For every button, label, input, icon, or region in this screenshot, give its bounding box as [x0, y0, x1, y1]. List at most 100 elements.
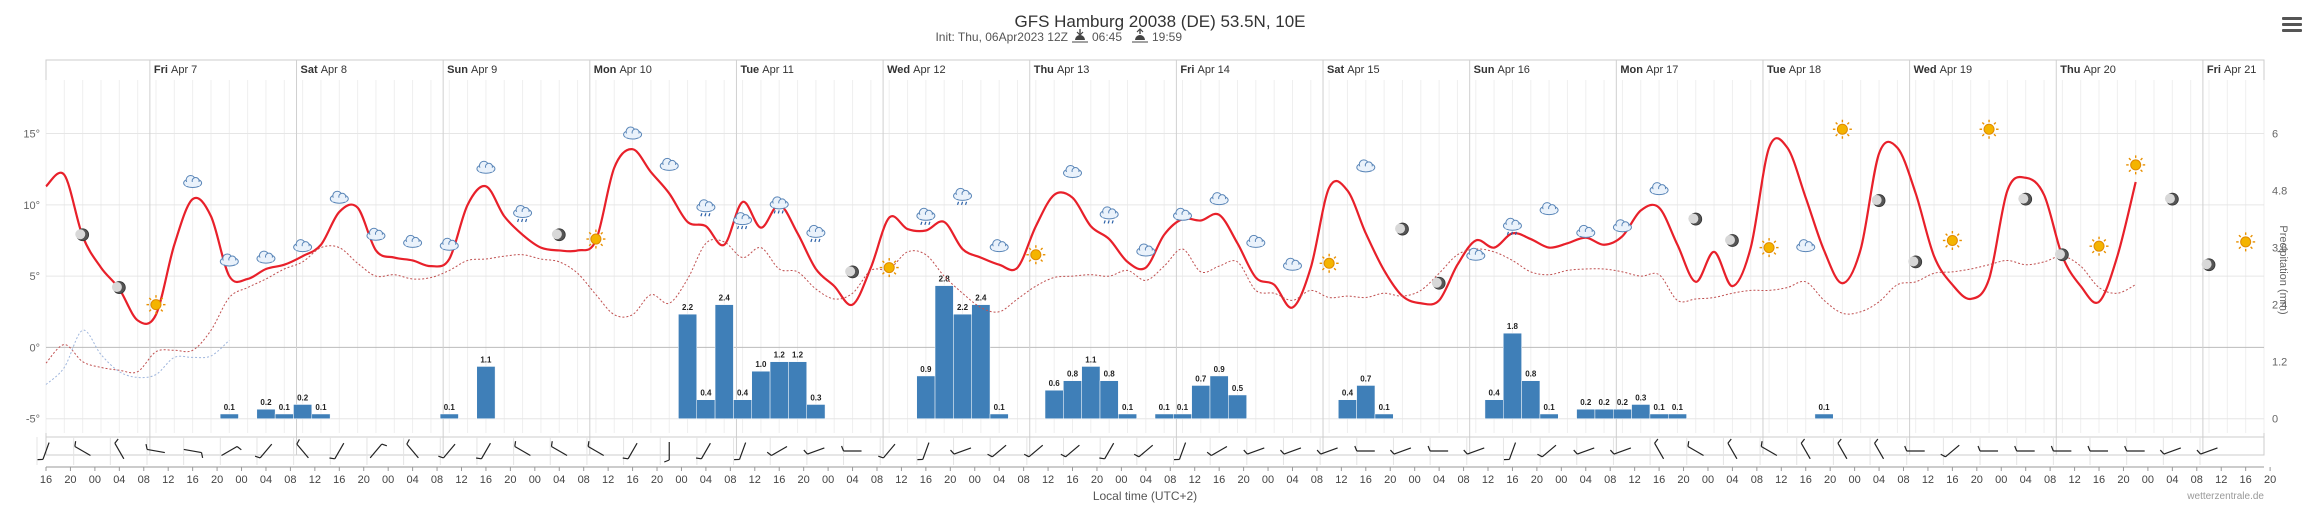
cloud-icon [1282, 257, 1302, 271]
wind-barb-icon [2159, 447, 2182, 455]
x-tick-label: 00 [1409, 474, 1421, 486]
x-tick-label: 20 [2117, 474, 2129, 486]
sunset-time: 19:59 [1152, 30, 1182, 44]
wind-barb-icon [1573, 447, 1595, 455]
wind-barb-icon [369, 443, 388, 459]
x-tick-label: 00 [529, 474, 541, 486]
y-left-tick: 15° [23, 129, 40, 141]
x-tick-label: 04 [1433, 474, 1445, 486]
precip-label: 0.1 [1379, 403, 1391, 412]
precip-bar [476, 366, 496, 419]
x-tick-label: 00 [822, 474, 834, 486]
x-tick-label: 04 [846, 474, 858, 486]
precip-bar [311, 413, 331, 419]
x-tick-label: 04 [1873, 474, 1885, 486]
cloud-icon [659, 157, 679, 171]
x-tick-label: 00 [89, 474, 101, 486]
day-label: Sun Apr 16 [1474, 64, 1530, 76]
x-tick-label: 12 [1775, 474, 1787, 486]
x-tick-label: 20 [2264, 474, 2276, 486]
x-tick-label: 20 [1677, 474, 1689, 486]
wind-barb-icon [406, 439, 419, 459]
precip-label: 0.4 [1342, 389, 1354, 398]
cloud-icon [1466, 247, 1486, 261]
cloud-icon [293, 239, 313, 253]
precip-label: 1.2 [792, 351, 804, 360]
precip-bar [1154, 413, 1174, 419]
x-tick-label: 12 [895, 474, 907, 486]
x-tick-label: 20 [1971, 474, 1983, 486]
rain-icon [513, 204, 533, 223]
wind-barb-icon [550, 441, 568, 457]
precip-label: 0.8 [1067, 370, 1079, 379]
precip-label: 0.1 [1159, 403, 1171, 412]
x-tick-label: 08 [1164, 474, 1176, 486]
x-tick-label: 16 [1360, 474, 1372, 486]
wind-barb-icon [221, 445, 242, 457]
x-tick-label: 12 [1189, 474, 1201, 486]
precip-bar [439, 413, 459, 419]
precip-bar [678, 313, 697, 419]
wind-barb-icon [1427, 445, 1449, 452]
wind-barb-icon [1537, 444, 1557, 458]
sunset-icon [1132, 28, 1148, 43]
x-tick-label: 20 [1091, 474, 1103, 486]
x-tick-label: 12 [1335, 474, 1347, 486]
day-label: Sat Apr 8 [301, 64, 347, 76]
precip-label: 0.2 [297, 393, 309, 402]
menu-icon[interactable] [2280, 14, 2304, 36]
x-tick-label: 20 [651, 474, 663, 486]
precip-label: 0.2 [260, 398, 272, 407]
wind-barb-icon [145, 444, 165, 454]
cloud-icon [1172, 207, 1192, 221]
x-tick-label: 08 [431, 474, 443, 486]
wind-barb-icon [296, 439, 309, 459]
x-tick-label: 08 [1897, 474, 1909, 486]
wind-barb-icon [1389, 447, 1412, 455]
x-tick-label: 16 [187, 474, 199, 486]
sun-icon [1319, 253, 1339, 273]
wind-barb-icon [1904, 445, 1925, 452]
x-tick-label: 16 [920, 474, 932, 486]
precip-bar [219, 413, 239, 419]
precip-bar [1539, 413, 1559, 419]
precip-label: 0.1 [279, 403, 291, 412]
precip-bar [1631, 404, 1651, 419]
cloud-icon [1576, 224, 1596, 238]
precip-bar [1521, 380, 1541, 419]
precip-label: 0.4 [700, 389, 712, 398]
wind-barb-icon [183, 448, 204, 458]
wind-barb-icon [1800, 438, 1811, 460]
x-tick-label: 04 [260, 474, 272, 486]
wind-barb-icon [587, 441, 605, 457]
x-tick-label: 00 [235, 474, 247, 486]
y-left-tick: -5° [26, 414, 40, 426]
x-tick-label: 16 [480, 474, 492, 486]
wind-barb-icon [766, 445, 788, 457]
moon-icon [1908, 255, 1923, 269]
grid-layer: Fri Apr 7 Sat Apr 8 Sun Apr 9 Mon Apr 10 Tue… [45, 59, 2265, 456]
weather-icons [75, 119, 2256, 315]
x-tick-label: 00 [675, 474, 687, 486]
cloud-icon [1612, 219, 1632, 233]
y-left-tick: 0° [29, 342, 40, 354]
init-time: Init: Thu, 06Apr2023 12Z [935, 30, 1068, 44]
wind-barb-icon [1463, 447, 1485, 455]
precip-bar [971, 304, 991, 419]
sunrise-time: 06:45 [1092, 30, 1122, 44]
chart-title: GFS Hamburg 20038 (DE) 53.5N, 10E [1014, 12, 1305, 31]
x-tick-label: 20 [1384, 474, 1396, 486]
cloud-icon [256, 250, 276, 264]
x-tick-label: 16 [1213, 474, 1225, 486]
x-tick-label: 16 [773, 474, 785, 486]
x-axis-label: Local time (UTC+2) [1093, 489, 1197, 503]
day-label: Tue Apr 18 [1767, 64, 1821, 76]
x-tick-label: 08 [284, 474, 296, 486]
precip-label: 0.9 [1214, 365, 1226, 374]
rain-icon [806, 224, 826, 243]
wind-barb-icon [114, 438, 125, 460]
precip-label: 2.4 [719, 294, 731, 303]
precip-label: 0.1 [224, 403, 236, 412]
cloud-icon [1539, 202, 1559, 216]
x-tick-label: 16 [333, 474, 345, 486]
